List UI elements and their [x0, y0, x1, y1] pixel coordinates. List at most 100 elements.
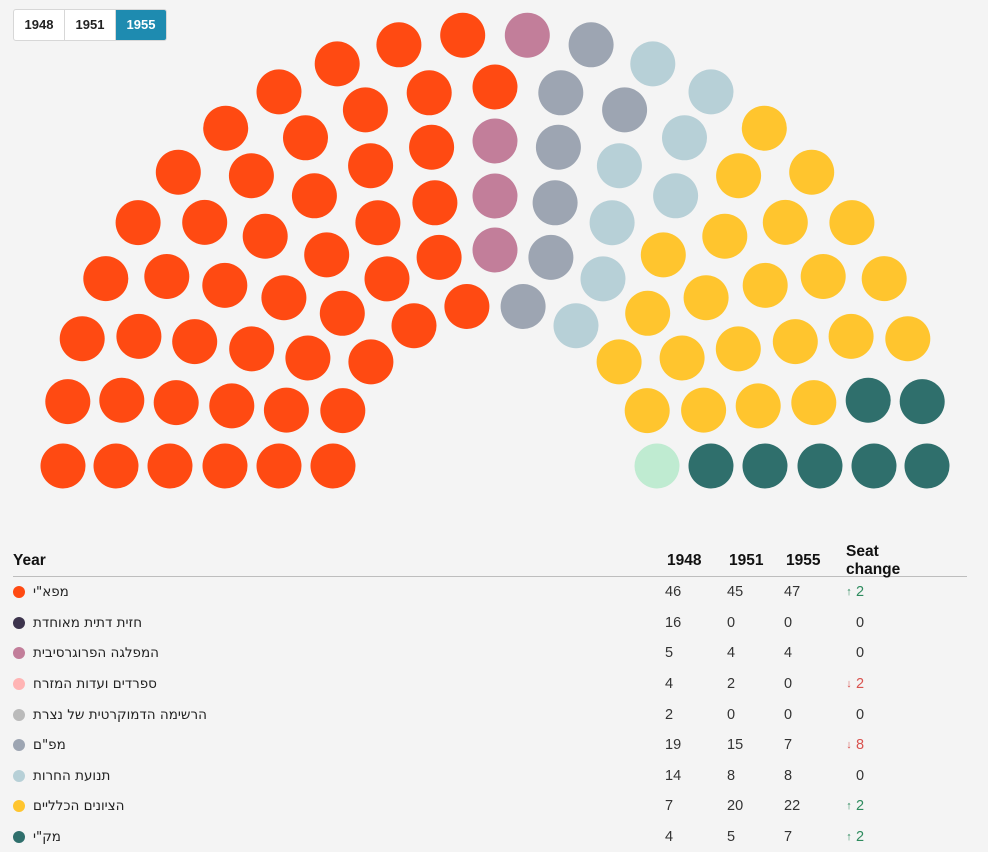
seat-dot — [602, 87, 648, 133]
party-name: המפלגה הפרוגרסיבית — [33, 645, 159, 662]
seat-dot — [596, 339, 642, 385]
seats-1951: 4 — [727, 645, 736, 662]
party-name: חזית דתית מאוחדת — [33, 614, 143, 631]
seat-change: 0 — [844, 645, 924, 661]
seat-dot — [735, 383, 781, 429]
seat-dot — [828, 313, 874, 359]
seat-dot — [472, 118, 518, 164]
table-header: Year 1948 1951 1955 Seat change — [13, 543, 967, 578]
seat-dot — [209, 383, 255, 429]
seat-dot — [800, 254, 846, 299]
header-1955: 1955 — [786, 551, 821, 569]
party-cell: חזית דתית מאוחדת — [13, 615, 658, 631]
seat-change-value: 2 — [856, 676, 865, 693]
seat-change-cell: ↑ 2 — [844, 829, 924, 845]
party-name: מפא"י — [33, 584, 69, 601]
party-color-dot — [13, 647, 25, 660]
seat-dot — [702, 213, 748, 259]
seat-change-value: 0 — [856, 706, 865, 723]
party-name: הציונים הכלליים — [33, 798, 125, 815]
seat-dot — [261, 275, 307, 321]
seat-change: 0 — [844, 707, 924, 723]
seat-dot — [653, 173, 699, 219]
seats-1955: 0 — [784, 676, 793, 693]
seat-change-cell: 0 — [844, 707, 924, 723]
seats-1955: 0 — [784, 614, 793, 631]
seat-dot — [412, 180, 458, 226]
seat-change-cell: ↓ 8 — [844, 737, 924, 753]
seat-dot — [504, 12, 550, 58]
seat-change-value: 8 — [856, 737, 865, 754]
party-cell: המפלגה הפרוגרסיבית — [13, 645, 658, 661]
seat-dot — [376, 22, 422, 68]
table-row: המפלגה הפרוגרסיבית 5 4 4 0 — [13, 638, 967, 669]
seat-dot — [242, 213, 288, 259]
seat-dot — [320, 388, 366, 434]
seat-dot — [59, 316, 105, 362]
seat-change-cell: 0 — [844, 615, 924, 631]
year-tab-1951[interactable]: 1951 — [65, 10, 116, 40]
seats-1955: 0 — [784, 706, 793, 723]
seat-dot — [229, 326, 275, 372]
seat-dot — [742, 262, 788, 308]
seat-dot — [762, 199, 808, 245]
seat-dot — [851, 443, 897, 489]
seat-dot — [659, 335, 705, 381]
seat-dot — [99, 377, 145, 423]
year-tab-1948[interactable]: 1948 — [14, 10, 65, 40]
seat-dot — [640, 232, 686, 278]
seat-dot — [634, 443, 680, 489]
seat-change-cell: ↑ 2 — [844, 584, 924, 600]
table-body: מפא"י 46 45 47 ↑ 2 חזית דתית מאוחדת 16 0 0 0 המפלגה… — [13, 577, 967, 852]
seat-change-cell: ↑ 2 — [844, 798, 924, 814]
table-row: הרשימה הדמוקרטית של נצרת 2 0 0 0 — [13, 699, 967, 730]
year-tab-1955[interactable]: 1955 — [116, 10, 166, 40]
seat-dot — [202, 443, 248, 489]
seat-change: 0 — [844, 768, 924, 784]
seat-dot — [172, 319, 218, 365]
seat-dot — [500, 284, 546, 329]
seats-1948: 14 — [665, 767, 682, 784]
seat-dot — [716, 153, 762, 199]
seats-1951: 2 — [727, 676, 736, 693]
party-name: הרשימה הדמוקרטית של נצרת — [33, 706, 207, 723]
party-color-dot — [13, 708, 25, 721]
seats-1948: 7 — [665, 798, 674, 815]
seat-dot — [797, 443, 843, 489]
seat-dot — [444, 284, 490, 329]
party-cell: מק"י — [13, 829, 658, 845]
seat-dot — [203, 105, 249, 151]
table-row: ספרדים ועדות המזרח 4 2 0 ↓ 2 — [13, 669, 967, 700]
seat-dot — [553, 303, 599, 349]
arrow-down-icon: ↓ — [846, 739, 852, 752]
party-cell: הציונים הכלליים — [13, 798, 658, 814]
seat-dot — [319, 290, 365, 336]
seat-dot — [283, 115, 328, 161]
seat-change: ↓ 2 — [844, 676, 924, 692]
seat-dot — [348, 339, 394, 385]
party-name: תנועת החרות — [33, 767, 111, 784]
seats-1951: 20 — [727, 798, 744, 815]
seat-dot — [681, 387, 727, 433]
table-row: מק"י 4 5 7 ↑ 2 — [13, 822, 967, 852]
seats-1955: 47 — [784, 584, 801, 601]
seat-dot — [256, 69, 302, 115]
seat-dot — [538, 70, 584, 116]
seat-dot — [568, 22, 614, 68]
seat-dot — [742, 443, 788, 489]
arrow-up-icon: ↑ — [846, 831, 852, 844]
seat-change: ↓ 8 — [844, 737, 924, 753]
seats-1951: 5 — [727, 829, 736, 846]
seat-dot — [899, 379, 945, 425]
seat-dot — [263, 387, 309, 433]
arrow-down-icon: ↓ — [846, 678, 852, 691]
seat-change-value: 2 — [856, 798, 865, 815]
seat-dot — [153, 380, 199, 426]
seat-dot — [741, 105, 787, 151]
party-name: מק"י — [33, 829, 61, 846]
seat-dot — [589, 200, 635, 246]
table-row: מפ"ם 19 15 7 ↓ 8 — [13, 730, 967, 761]
parliament-chart — [40, 12, 950, 489]
seat-dot — [409, 124, 455, 170]
seat-dot — [662, 115, 707, 161]
